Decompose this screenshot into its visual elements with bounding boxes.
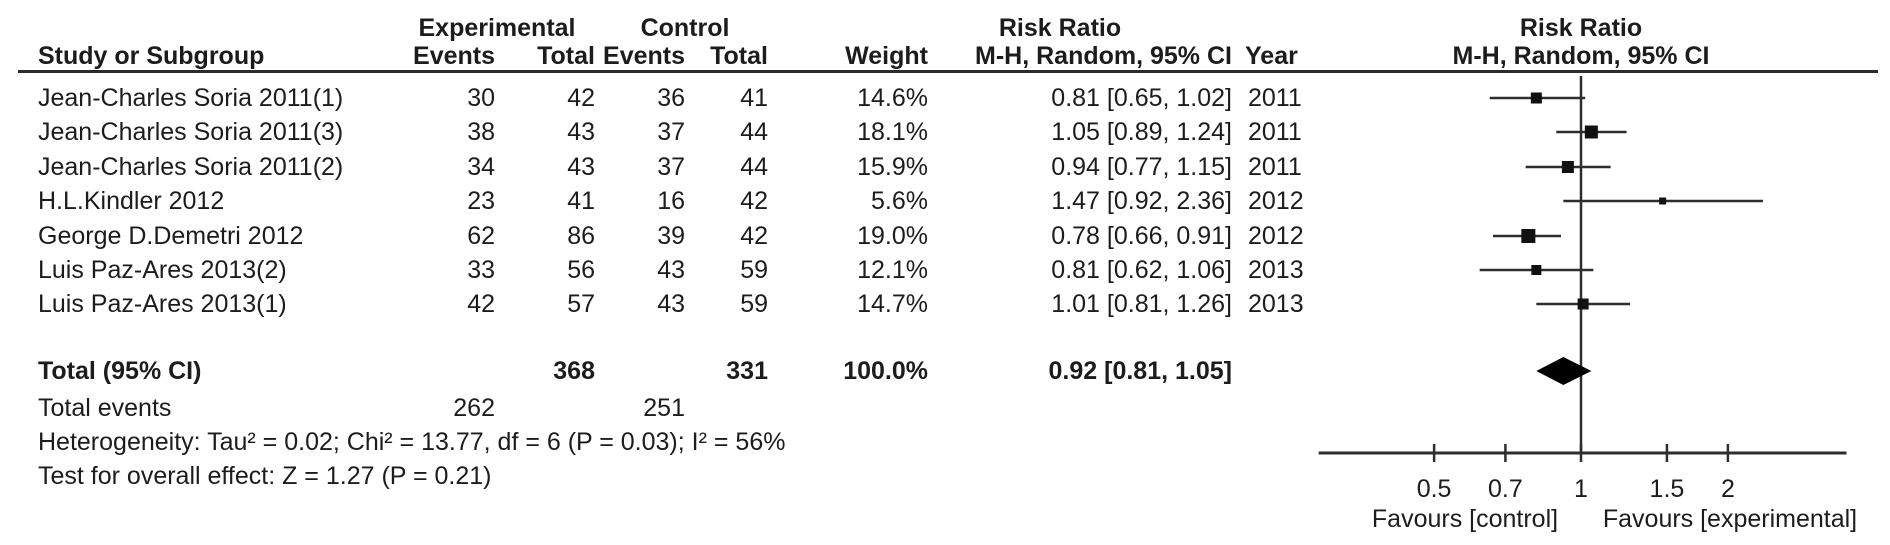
- year-value: 2012: [1248, 222, 1304, 250]
- exp-total-value: 86: [567, 222, 595, 250]
- experimental-group-header: Experimental: [418, 14, 576, 42]
- exp-total-value: 41: [567, 187, 595, 215]
- year-value: 2011: [1248, 153, 1302, 181]
- exp-total-value: 57: [567, 290, 595, 318]
- total-ctl-total: 331: [726, 357, 768, 385]
- study-label: Luis Paz-Ares 2013(2): [38, 256, 287, 284]
- exp-events-value: 42: [467, 290, 495, 318]
- weight-value: 5.6%: [871, 187, 928, 215]
- ctl-total-value: 59: [740, 290, 768, 318]
- exp-total-header: Total: [537, 42, 595, 70]
- exp-events-value: 62: [467, 222, 495, 250]
- study-label: Luis Paz-Ares 2013(1): [38, 290, 287, 318]
- total-events-ctl: 251: [643, 394, 685, 422]
- year-column-header: Year: [1245, 42, 1298, 70]
- risk-ratio-ci-value: 0.81 [0.62, 1.06]: [1051, 256, 1232, 284]
- study-column-header: Study or Subgroup: [38, 42, 265, 70]
- study-row: Luis Paz-Ares 2013(2) 33 56 43 59 12.1% …: [0, 253, 1890, 287]
- total-row: Total (95% CI) 368 331 100.0% 0.92 [0.81…: [0, 354, 1890, 388]
- weight-column-header: Weight: [845, 42, 928, 70]
- risk-ratio-column-header: Risk Ratio: [998, 14, 1122, 42]
- risk-ratio-ci-value: 0.78 [0.66, 0.91]: [1051, 222, 1232, 250]
- total-label: Total (95% CI): [38, 357, 202, 385]
- study-label: Jean-Charles Soria 2011(1): [38, 84, 344, 112]
- ctl-total-value: 44: [740, 118, 768, 146]
- weight-value: 15.9%: [857, 153, 928, 181]
- year-value: 2013: [1248, 290, 1304, 318]
- exp-total-value: 56: [567, 256, 595, 284]
- total-exp-total: 368: [553, 357, 595, 385]
- risk-ratio-ci-value: 1.47 [0.92, 2.36]: [1051, 187, 1232, 215]
- ctl-events-value: 37: [657, 118, 685, 146]
- study-row: Jean-Charles Soria 2011(3) 38 43 37 44 1…: [0, 115, 1890, 149]
- study-label: George D.Demetri 2012: [38, 222, 304, 250]
- favours-experimental-label: Favours [experimental]: [1603, 505, 1857, 533]
- study-row: George D.Demetri 2012 62 86 39 42 19.0% …: [0, 219, 1890, 253]
- ctl-total-header: Total: [710, 42, 768, 70]
- study-row: Luis Paz-Ares 2013(1) 42 57 43 59 14.7% …: [0, 287, 1890, 321]
- exp-events-header: Events: [413, 42, 495, 70]
- method-plot-header: M-H, Random, 95% CI: [1452, 42, 1710, 70]
- total-events-exp: 262: [453, 394, 495, 422]
- exp-events-value: 38: [467, 118, 495, 146]
- ctl-total-value: 42: [740, 222, 768, 250]
- study-label: Jean-Charles Soria 2011(2): [38, 153, 344, 181]
- risk-ratio-ci-value: 0.94 [0.77, 1.15]: [1051, 153, 1232, 181]
- exp-events-value: 33: [467, 256, 495, 284]
- ctl-events-value: 16: [657, 187, 685, 215]
- ctl-events-value: 37: [657, 153, 685, 181]
- overall-effect-text: Test for overall effect: Z = 1.27 (P = 0…: [38, 462, 492, 490]
- risk-ratio-ci-value: 0.81 [0.65, 1.02]: [1051, 84, 1232, 112]
- heterogeneity-row: Heterogeneity: Tau² = 0.02; Chi² = 13.77…: [0, 425, 1890, 459]
- favours-control-label: Favours [control]: [1372, 505, 1558, 533]
- weight-value: 14.7%: [857, 290, 928, 318]
- ctl-total-value: 41: [740, 84, 768, 112]
- study-row: Jean-Charles Soria 2011(2) 34 43 37 44 1…: [0, 150, 1890, 184]
- ctl-events-header: Events: [603, 42, 685, 70]
- exp-events-value: 34: [467, 153, 495, 181]
- ctl-events-value: 39: [657, 222, 685, 250]
- year-value: 2013: [1248, 256, 1304, 284]
- weight-value: 14.6%: [857, 84, 928, 112]
- weight-value: 19.0%: [857, 222, 928, 250]
- control-group-header: Control: [640, 14, 730, 42]
- risk-ratio-ci-value: 1.01 [0.81, 1.26]: [1051, 290, 1232, 318]
- year-value: 2012: [1248, 187, 1304, 215]
- risk-ratio-plot-header: Risk Ratio: [1519, 14, 1643, 42]
- study-row: H.L.Kindler 2012 23 41 16 42 5.6% 1.47 […: [0, 184, 1890, 218]
- ctl-total-value: 42: [740, 187, 768, 215]
- exp-total-value: 42: [567, 84, 595, 112]
- risk-ratio-ci-value: 1.05 [0.89, 1.24]: [1051, 118, 1232, 146]
- overall-effect-row: Test for overall effect: Z = 1.27 (P = 0…: [0, 459, 1890, 493]
- header-underline: [18, 70, 1878, 73]
- total-risk-ratio-ci: 0.92 [0.81, 1.05]: [1048, 357, 1232, 385]
- total-weight: 100.0%: [843, 357, 928, 385]
- total-events-label: Total events: [38, 394, 172, 422]
- exp-total-value: 43: [567, 153, 595, 181]
- exp-total-value: 43: [567, 118, 595, 146]
- total-events-row: Total events 262 251: [0, 391, 1890, 425]
- ctl-total-value: 59: [740, 256, 768, 284]
- year-value: 2011: [1248, 84, 1302, 112]
- method-column-header: M-H, Random, 95% CI: [975, 42, 1232, 70]
- study-row: Jean-Charles Soria 2011(1) 30 42 36 41 1…: [0, 81, 1890, 115]
- year-value: 2011: [1248, 118, 1302, 146]
- heterogeneity-text: Heterogeneity: Tau² = 0.02; Chi² = 13.77…: [38, 428, 786, 456]
- study-label: Jean-Charles Soria 2011(3): [38, 118, 344, 146]
- exp-events-value: 30: [467, 84, 495, 112]
- exp-events-value: 23: [467, 187, 495, 215]
- study-label: H.L.Kindler 2012: [38, 187, 225, 215]
- ctl-total-value: 44: [740, 153, 768, 181]
- weight-value: 18.1%: [857, 118, 928, 146]
- weight-value: 12.1%: [857, 256, 928, 284]
- ctl-events-value: 36: [657, 84, 685, 112]
- ctl-events-value: 43: [657, 290, 685, 318]
- ctl-events-value: 43: [657, 256, 685, 284]
